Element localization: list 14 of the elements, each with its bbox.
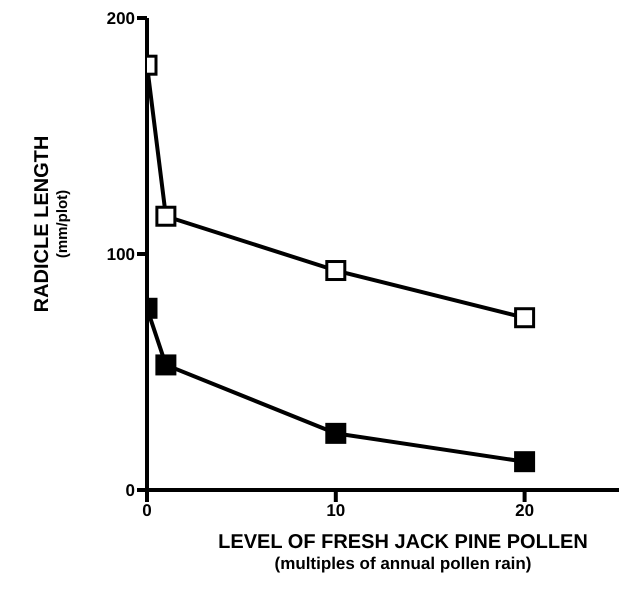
- point: [325, 422, 346, 444]
- y-axis-title: RADICLE LENGTH (mm/plot): [31, 136, 71, 312]
- y-tick-label: 100: [106, 245, 135, 264]
- y-tick-label: 200: [106, 9, 135, 28]
- point: [514, 451, 536, 472]
- point: [155, 354, 176, 376]
- x-tick-label: 10: [326, 501, 346, 520]
- y-tick-label: 0: [126, 481, 135, 500]
- point: [155, 206, 176, 227]
- x-tick-label: 20: [515, 501, 534, 520]
- point: [514, 307, 536, 328]
- point: [325, 260, 346, 282]
- x-axis-title: LEVEL OF FRESH JACK PINE POLLEN (multiples of annual pollen rain): [218, 531, 588, 573]
- x-tick-label: 0: [142, 501, 152, 520]
